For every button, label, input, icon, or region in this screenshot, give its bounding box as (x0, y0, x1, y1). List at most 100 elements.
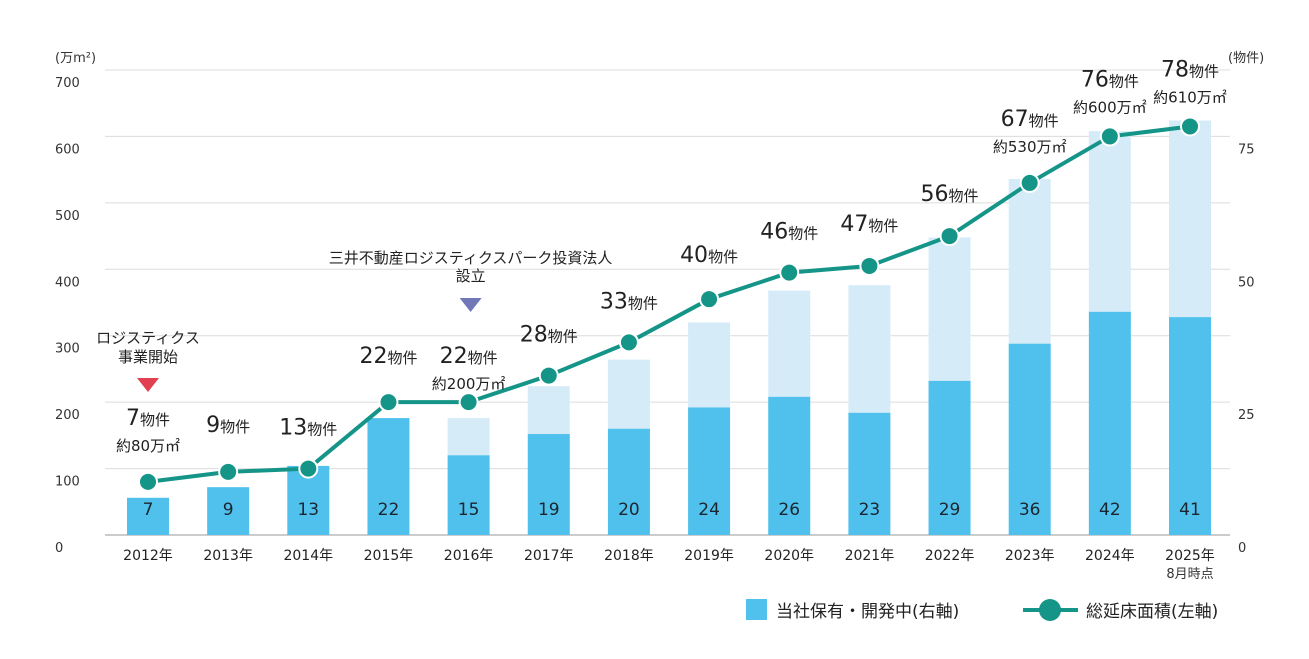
area-point (618, 332, 639, 353)
bar-total (527, 386, 570, 435)
right-tick-label: 50 (1238, 275, 1255, 290)
area-point (298, 458, 319, 479)
right-axis-unit: (物件) (1228, 51, 1264, 66)
category-label: 2016年 (444, 548, 494, 564)
area-label: 約530万㎡ (993, 138, 1067, 156)
area-line-path (147, 124, 1191, 484)
bar-value-label: 7 (143, 500, 154, 520)
category-label: 2018年 (604, 548, 654, 564)
legend: 当社保有・開発中(右軸) 総延床面積(左軸) (746, 599, 1218, 622)
count-label: 9物件 (206, 413, 250, 438)
area-line (138, 116, 1200, 492)
bar-value-label: 19 (538, 500, 560, 520)
bar-value-label: 22 (378, 500, 400, 520)
bar-value-label: 41 (1179, 500, 1201, 520)
annotation-text: 設立 (456, 267, 486, 285)
category-label: 2019年 (684, 548, 734, 564)
bar-owned (928, 380, 971, 535)
area-point (378, 392, 399, 413)
left-tick-label: 500 (55, 209, 80, 224)
area-point (1099, 126, 1120, 147)
bar-total (1169, 120, 1211, 318)
legend-line-label: 総延床面積(左軸) (1086, 602, 1218, 622)
bar-owned (527, 434, 570, 535)
bar-total (447, 418, 490, 456)
count-label: 56物件 (921, 182, 979, 207)
bar-value-label: 9 (223, 500, 234, 520)
category-label: 2014年 (283, 548, 333, 564)
annotation-marker (459, 298, 482, 312)
category-label: 2022年 (925, 548, 975, 564)
bar-value-label: 20 (618, 500, 640, 520)
category-label: 2020年 (764, 548, 814, 564)
category-label: 2017年 (524, 548, 574, 564)
bar-value-label: 24 (698, 500, 720, 520)
count-label: 22物件 (359, 344, 417, 369)
left-tick-label: 600 (55, 142, 80, 157)
bar-total (1008, 178, 1051, 344)
count-label: 46物件 (760, 220, 818, 245)
area-point (859, 255, 880, 276)
count-label: 7物件 (126, 406, 170, 431)
area-point (1180, 116, 1200, 137)
category-label: 2013年 (203, 548, 253, 564)
left-tick-label: 200 (55, 408, 80, 423)
area-label: 約200万㎡ (432, 375, 506, 393)
count-label: 22物件 (440, 344, 498, 369)
bar-total (1088, 131, 1131, 312)
bar-owned (1008, 343, 1051, 535)
area-point (538, 365, 559, 386)
count-label: 33物件 (600, 289, 658, 314)
area-point (699, 289, 720, 310)
bar-owned (688, 407, 731, 535)
left-tick-label: 100 (55, 475, 80, 490)
left-tick-label: 0 (55, 541, 63, 556)
category-label: 2015年 (364, 548, 414, 564)
right-tick-label: 0 (1238, 541, 1246, 556)
left-tick-label: 400 (55, 275, 80, 290)
bar-total (928, 237, 971, 381)
bars: 7 9 13 22 15 19 20 24 26 23 29 36 42 41 (127, 120, 1211, 535)
bar-owned (207, 487, 250, 535)
category-sublabel: 8月時点 (1166, 567, 1213, 582)
bar-owned (1088, 311, 1131, 535)
bar-value-label: 15 (458, 500, 480, 520)
bar-owned (848, 412, 891, 535)
area-label: 約600万㎡ (1073, 98, 1147, 116)
left-axis-unit: (万m²) (55, 51, 96, 66)
bar-total (607, 359, 650, 429)
area-point (218, 461, 239, 482)
count-label: 78物件 (1161, 57, 1219, 82)
legend-line-marker (1039, 599, 1061, 621)
left-tick-label: 300 (55, 342, 80, 357)
annotation-text: ロジスティクス (96, 329, 200, 347)
count-label: 76物件 (1081, 67, 1139, 92)
bar-owned (447, 455, 490, 535)
left-tick-label: 700 (55, 76, 80, 91)
bar-owned (367, 418, 410, 535)
category-label: 2012年 (123, 548, 173, 564)
category-label: 2023年 (1005, 548, 1055, 564)
bar-total (848, 285, 891, 413)
bar-total (768, 290, 811, 397)
count-label: 40物件 (680, 243, 738, 268)
bar-value-label: 26 (778, 500, 800, 520)
category-label: 2025年 (1165, 548, 1215, 564)
bar-owned (127, 497, 169, 535)
bar-value-label: 36 (1019, 500, 1041, 520)
area-point (458, 392, 479, 413)
area-point (939, 226, 960, 247)
legend-bar-label: 当社保有・開発中(右軸) (776, 602, 959, 622)
bar-value-label: 23 (859, 500, 881, 520)
bar-total (688, 322, 731, 408)
bar-value-label: 42 (1099, 500, 1121, 520)
annotation-text: 事業開始 (118, 348, 178, 366)
annotation-marker (137, 378, 159, 392)
right-tick-label: 25 (1238, 408, 1255, 423)
axes: (万m²) (物件) 01002003004005006007000255075… (55, 51, 1264, 582)
area-label: 約80万㎡ (116, 437, 180, 455)
category-label: 2024年 (1085, 548, 1135, 564)
area-point (779, 262, 800, 283)
count-label: 47物件 (840, 212, 898, 237)
